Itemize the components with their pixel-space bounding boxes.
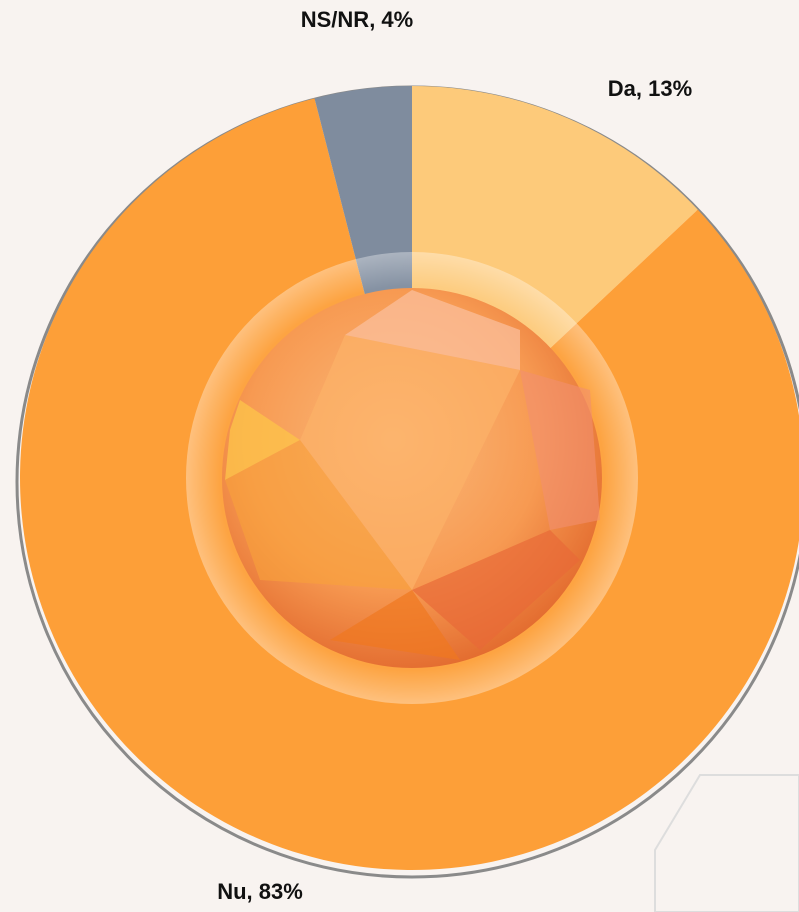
chart: Da, 13% Nu, 83% NS/NR, 4% xyxy=(0,0,799,912)
page: {"chart_data": {"type": "pie", "categori… xyxy=(0,0,799,912)
data-label: NS/NR, 4% xyxy=(301,7,413,32)
data-label: Nu, 83% xyxy=(217,879,303,904)
data-label: Da, 13% xyxy=(608,76,692,101)
hex-decoration xyxy=(655,775,799,912)
center-decoration xyxy=(186,252,638,704)
